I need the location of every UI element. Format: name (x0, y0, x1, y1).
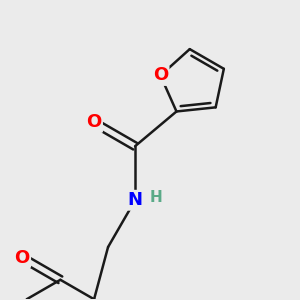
Text: O: O (14, 249, 30, 267)
Text: H: H (149, 190, 162, 205)
Text: O: O (86, 113, 101, 131)
Text: O: O (153, 67, 168, 85)
Text: N: N (128, 191, 142, 209)
